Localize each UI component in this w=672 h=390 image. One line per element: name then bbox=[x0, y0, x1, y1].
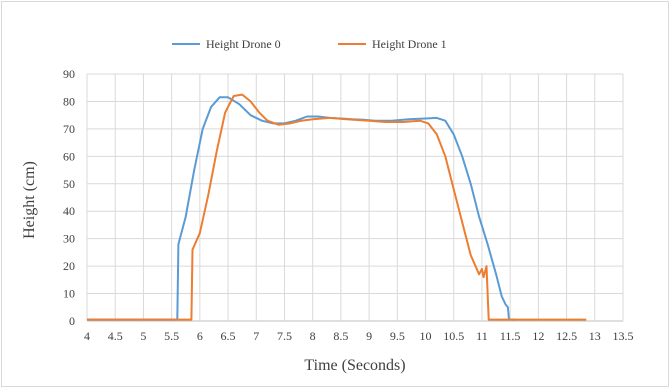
y-tick-label: 50 bbox=[63, 177, 75, 191]
x-tick-label: 7 bbox=[253, 329, 259, 343]
x-tick-label: 5 bbox=[140, 329, 146, 343]
series-line-drone-0 bbox=[87, 96, 516, 321]
y-tick-label: 40 bbox=[63, 204, 75, 218]
x-tick-label: 5.5 bbox=[164, 329, 179, 343]
y-tick-labels: 0 10 20 30 40 50 60 70 80 90 bbox=[63, 67, 75, 328]
x-axis-title: Time (Seconds) bbox=[304, 357, 405, 374]
y-tick-label: 0 bbox=[69, 314, 75, 328]
x-tick-label: 9 bbox=[366, 329, 372, 343]
x-tick-label: 10.5 bbox=[443, 329, 464, 343]
legend-label-drone-0: Height Drone 0 bbox=[206, 37, 281, 51]
x-tick-label: 11 bbox=[476, 329, 488, 343]
y-tick-label: 60 bbox=[63, 149, 75, 163]
x-tick-label: 4 bbox=[84, 329, 90, 343]
x-tick-label: 8.5 bbox=[333, 329, 348, 343]
y-tick-label: 70 bbox=[63, 122, 75, 136]
x-tick-label: 9.5 bbox=[390, 329, 405, 343]
x-tick-label: 10 bbox=[420, 329, 432, 343]
series-lines bbox=[87, 93, 587, 321]
legend: Height Drone 0 Height Drone 1 bbox=[172, 37, 447, 51]
y-tick-label: 20 bbox=[63, 259, 75, 273]
series-line-drone-1 bbox=[87, 93, 587, 321]
x-tick-label: 12.5 bbox=[556, 329, 577, 343]
x-tick-label: 13.5 bbox=[613, 329, 634, 343]
x-tick-labels: 4 4.5 5 5.5 6 6.5 7 7.5 8 8.5 9 9.5 10 10.5 11 11.5 12 12… bbox=[84, 329, 634, 343]
y-tick-label: 80 bbox=[63, 94, 75, 108]
x-tick-label: 6.5 bbox=[221, 329, 236, 343]
y-tick-label: 30 bbox=[63, 232, 75, 246]
x-tick-label: 6 bbox=[197, 329, 203, 343]
x-tick-label: 12 bbox=[532, 329, 544, 343]
legend-label-drone-1: Height Drone 1 bbox=[372, 37, 447, 51]
x-tick-label: 13 bbox=[589, 329, 601, 343]
y-axis-title: Height (cm) bbox=[21, 161, 38, 239]
y-tick-label: 90 bbox=[63, 67, 75, 81]
x-tick-label: 8 bbox=[310, 329, 316, 343]
y-tick-label: 10 bbox=[63, 287, 75, 301]
x-tick-label: 7.5 bbox=[277, 329, 292, 343]
x-tick-label: 11.5 bbox=[500, 329, 521, 343]
grid-lines bbox=[86, 73, 624, 322]
x-tick-label: 4.5 bbox=[108, 329, 123, 343]
